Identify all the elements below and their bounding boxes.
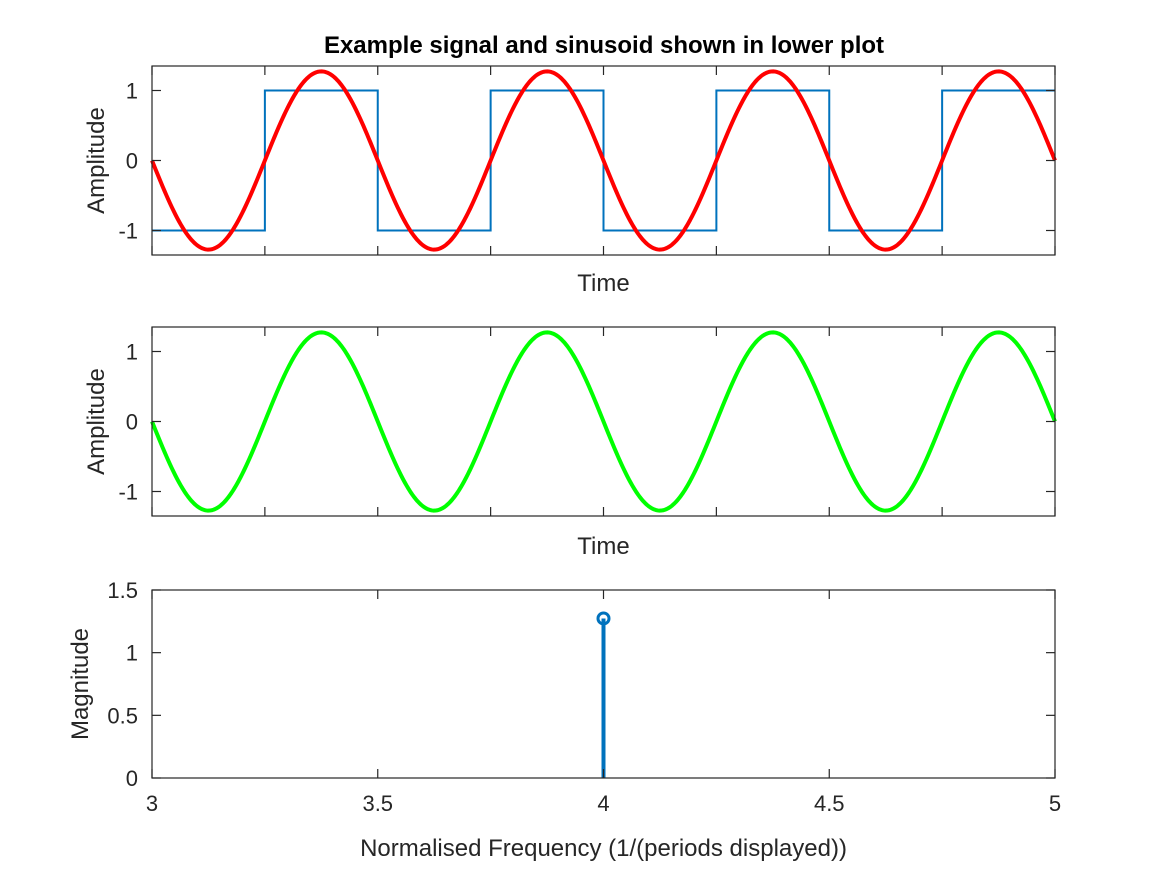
x-tick-label: 4.5: [814, 791, 845, 816]
y-tick-label: 0: [126, 149, 138, 174]
y-axis-label: Magnitude: [67, 628, 94, 740]
axes-bottom-spectrum: 3 3.5 4 4.5 5 0 0.5 1 1.5 Normalised Frequency (1…: [67, 578, 1061, 862]
y-tick-label: 0: [126, 766, 138, 791]
y-tick-label: -1: [118, 219, 138, 244]
y-tick-label: 1: [126, 79, 138, 104]
x-axis-label: Time: [577, 270, 629, 297]
y-tick-label: -1: [118, 480, 138, 505]
x-tick-label: 3: [146, 791, 158, 816]
y-tick-label: 0: [126, 410, 138, 435]
series-sinusoid-line: [150, 69, 1057, 252]
x-axis-label: Time: [577, 533, 629, 560]
y-tick-label: 1: [126, 340, 138, 365]
y-tick-label: 1.5: [107, 578, 138, 603]
x-tick-label: 5: [1049, 791, 1061, 816]
x-tick-label: 4: [597, 791, 609, 816]
stem-marker: [596, 611, 611, 626]
x-axis-label: Normalised Frequency (1/(periods display…: [360, 835, 847, 862]
axes-top-signal: -1 0 1 Time Amplitude: [83, 65, 1057, 297]
series-sinusoid-line: [150, 330, 1057, 513]
x-tick-label: 3.5: [362, 791, 393, 816]
y-tick-label: 1: [126, 641, 138, 666]
y-axis-label: Amplitude: [83, 107, 110, 214]
chart-title: Example signal and sinusoid shown in low…: [324, 32, 884, 59]
axes-middle-sinusoid: -1 0 1 Time Amplitude: [83, 326, 1057, 560]
y-tick-label: 0.5: [107, 703, 138, 728]
y-axis-label: Amplitude: [83, 368, 110, 475]
